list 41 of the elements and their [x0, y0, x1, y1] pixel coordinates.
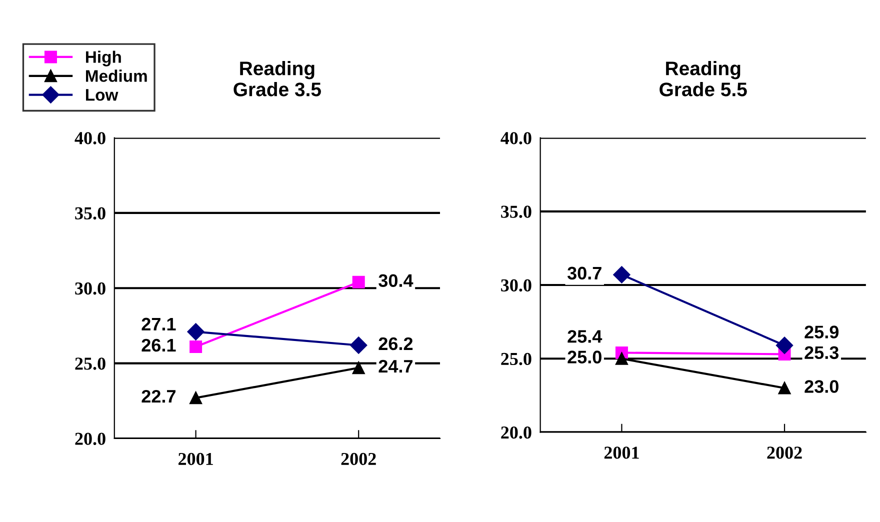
data-label: 25.4 [568, 330, 602, 343]
y-tick-label: 30.0 [501, 279, 532, 292]
y-tick-label: 25.0 [75, 358, 106, 370]
legend-label: Medium [86, 70, 147, 82]
data-label: 30.4 [378, 274, 414, 288]
chart-title: Reading Grade 3.5 [234, 61, 321, 96]
y-tick-label: 25.0 [501, 352, 532, 366]
point [350, 336, 368, 354]
data-label: 26.2 [378, 337, 413, 350]
data-label: 26.1 [142, 338, 176, 352]
point [190, 340, 202, 354]
x-tick-label: 2001 [178, 452, 213, 466]
data-label: 24.7 [378, 360, 412, 372]
point [187, 323, 204, 340]
data-label: 27.1 [142, 318, 176, 330]
x-tick-label: 2002 [767, 446, 802, 459]
y-tick-label: 35.0 [75, 207, 106, 220]
data-label: 25.3 [804, 346, 839, 360]
point [778, 382, 791, 394]
y-tick-label: 20.0 [501, 426, 532, 439]
x-tick-label: 2002 [341, 452, 376, 466]
point [776, 336, 794, 354]
y-tick-label: 40.0 [74, 132, 106, 144]
data-label: 23.0 [804, 380, 838, 393]
point [615, 352, 628, 365]
point [190, 392, 202, 404]
legend-label: High [86, 50, 121, 66]
chart-title: Reading Grade 5.5 [660, 61, 747, 96]
y-tick-label: 20.0 [75, 432, 106, 445]
point [613, 266, 630, 284]
y-tick-label: 40.0 [500, 132, 532, 144]
y-tick-label: 35.0 [501, 206, 532, 218]
point [352, 276, 365, 288]
data-label: 22.7 [142, 390, 176, 403]
legend-label: Low [86, 89, 118, 101]
x-tick-label: 2001 [604, 446, 639, 459]
y-tick-label: 30.0 [75, 282, 106, 295]
data-label: 30.7 [567, 266, 602, 280]
data-label: 25.9 [804, 326, 839, 338]
data-label: 25.0 [568, 350, 602, 364]
point [352, 362, 365, 374]
